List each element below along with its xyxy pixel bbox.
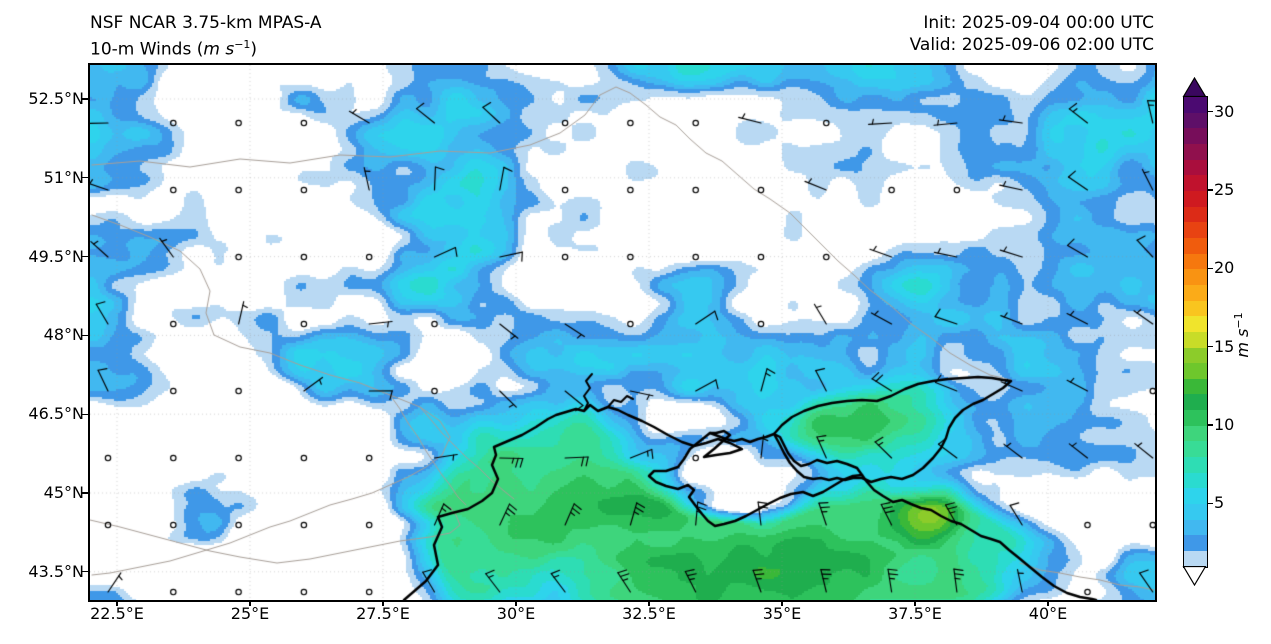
lat-tick-label: 52.5°N	[28, 89, 84, 108]
wind-field-canvas	[90, 65, 1155, 600]
lat-tick-label: 51°N	[43, 167, 84, 187]
lat-tick-label: 43.5°N	[28, 561, 84, 581]
colorbar-band	[1184, 347, 1207, 364]
lon-tick-label: 35°E	[762, 604, 802, 623]
colorbar-unit-exponent: −1	[1231, 312, 1245, 329]
lon-tick-mark	[1047, 600, 1049, 606]
colorbar-over-arrow	[1182, 76, 1207, 97]
colorbar-band	[1184, 441, 1207, 458]
colorbar-tick-label: 20	[1214, 258, 1235, 278]
title-units-suffix: )	[250, 39, 258, 60]
lat-tick-label: 48°N	[43, 325, 84, 345]
lon-tick-mark	[781, 600, 783, 606]
colorbar-band	[1184, 488, 1207, 505]
colorbar-band	[1184, 331, 1207, 348]
lat-tick-mark	[82, 98, 88, 100]
colorbar-band	[1184, 143, 1207, 160]
colorbar-band	[1184, 472, 1207, 489]
colorbar-tick-mark	[1207, 424, 1213, 426]
title-line-1: NSF NCAR 3.75-km MPAS-A	[90, 13, 322, 33]
colorbar-tick-label: 30	[1214, 101, 1235, 121]
colorbar-band-stack	[1183, 96, 1208, 568]
run-info: Init: 2025-09-04 00:00 UTC Valid: 2025-0…	[910, 12, 1154, 56]
lat-tick-label: 46.5°N	[28, 404, 84, 424]
colorbar-tick-mark	[1207, 110, 1213, 113]
colorbar-tick-label: 15	[1214, 336, 1235, 356]
lon-tick-mark	[116, 600, 118, 606]
colorbar-band	[1184, 378, 1207, 395]
colorbar-band	[1184, 159, 1207, 176]
lon-tick-label: 32.5°E	[622, 604, 676, 623]
title-units-var: m s	[203, 39, 235, 60]
colorbar-band	[1184, 253, 1207, 270]
colorbar-band	[1184, 410, 1207, 426]
lat-tick-label: 49.5°N	[28, 246, 84, 266]
lon-tick-mark	[515, 600, 517, 606]
valid-time: Valid: 2025-09-06 02:00 UTC	[909, 35, 1154, 55]
colorbar-band	[1184, 206, 1207, 223]
colorbar-band	[1184, 222, 1207, 238]
colorbar-band	[1184, 551, 1207, 567]
colorbar-band	[1184, 504, 1207, 520]
colorbar-under-arrow	[1182, 565, 1207, 586]
colorbar-band	[1184, 316, 1207, 332]
lat-tick-mark	[82, 255, 88, 258]
title-units-prefix: 10-m Winds (	[90, 39, 204, 60]
colorbar-band	[1184, 175, 1207, 191]
lon-tick-mark	[382, 600, 384, 606]
colorbar-band	[1184, 394, 1207, 411]
figure-title: NSF NCAR 3.75-km MPAS-A 10-m Winds (m s−…	[90, 12, 322, 61]
colorbar-band	[1184, 300, 1207, 317]
lon-tick-label: 22.5°E	[90, 604, 144, 623]
colorbar-band	[1184, 128, 1207, 144]
colorbar-band	[1184, 519, 1207, 536]
colorbar-band	[1184, 190, 1207, 207]
lon-tick-label: 25°E	[230, 604, 270, 623]
lon-tick-label: 30°E	[496, 604, 536, 623]
title-units-exponent: −1	[234, 38, 251, 51]
colorbar-tick-label: 25	[1214, 180, 1235, 199]
init-time: Init: 2025-09-04 00:00 UTC	[923, 13, 1154, 33]
colorbar-band	[1184, 535, 1207, 552]
title-line-2: 10-m Winds (m s−1)	[90, 34, 322, 61]
colorbar-tick-mark	[1207, 502, 1213, 505]
lat-tick-label: 45°N	[43, 483, 84, 502]
colorbar-band	[1184, 97, 1207, 113]
lon-tick-label: 40°E	[1028, 604, 1068, 623]
colorbar-unit-label: m s−1	[1232, 312, 1252, 357]
colorbar-band	[1184, 363, 1207, 379]
colorbar-tick-label: 5	[1214, 493, 1225, 513]
colorbar-band	[1184, 237, 1207, 254]
colorbar-band	[1184, 425, 1207, 442]
lon-tick-mark	[648, 600, 650, 606]
lat-tick-mark	[82, 492, 88, 494]
lon-tick-label: 27.5°E	[356, 604, 410, 623]
colorbar-band	[1184, 284, 1207, 301]
lat-tick-mark	[82, 334, 88, 337]
lat-tick-mark	[82, 177, 88, 179]
colorbar-unit-var: m s	[1233, 328, 1253, 358]
lat-tick-mark	[82, 413, 88, 415]
colorbar-tick-mark	[1207, 267, 1213, 270]
colorbar-tick-mark	[1207, 345, 1213, 348]
lon-tick-mark	[249, 600, 251, 606]
map-plot	[88, 63, 1157, 602]
colorbar-tick-label: 10	[1214, 415, 1235, 434]
lon-tick-label: 37.5°E	[888, 604, 942, 623]
lat-tick-mark	[82, 571, 88, 573]
colorbar-band	[1184, 269, 1207, 285]
lon-tick-mark	[914, 600, 916, 606]
colorbar-band	[1184, 457, 1207, 473]
colorbar-tick-mark	[1207, 189, 1213, 191]
colorbar-band	[1184, 112, 1207, 129]
